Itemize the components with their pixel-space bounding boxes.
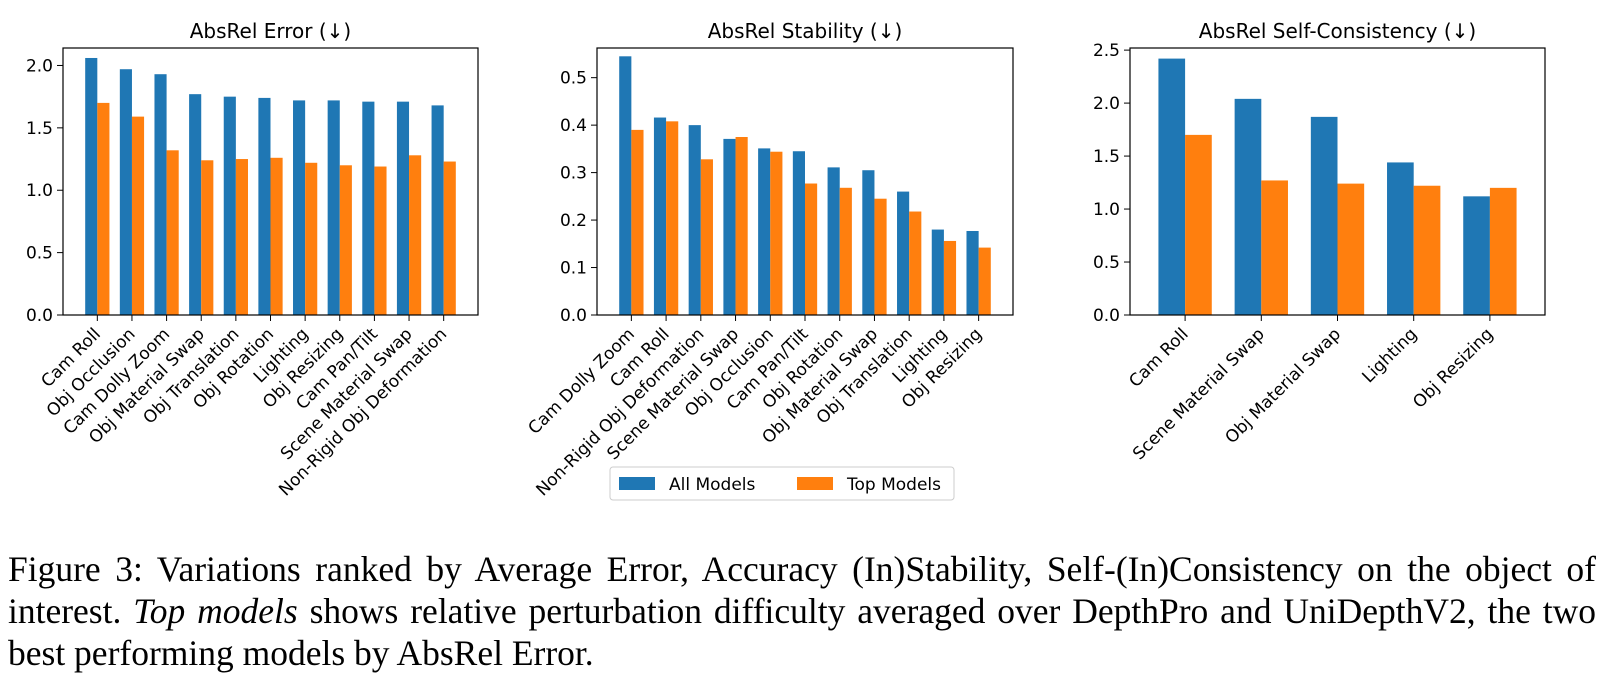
bar-all-models — [1158, 58, 1186, 315]
chart-title-2: AbsRel Stability (↓) — [708, 19, 903, 43]
x-tick-label: Obj Resizing — [1409, 324, 1497, 412]
legend-label-top: Top Models — [846, 475, 941, 495]
bar-all-models — [396, 101, 410, 315]
bar-all-models — [966, 230, 979, 315]
bar-all-models — [1310, 116, 1338, 315]
bar-all-models — [154, 74, 167, 316]
y-tick-label: 0.0 — [1093, 306, 1120, 326]
bar-all-models — [758, 148, 771, 315]
y-tick-label: 1.0 — [26, 181, 53, 201]
bar-all-models — [189, 94, 202, 316]
caption-emphasis: Top models — [133, 591, 298, 631]
legend-swatch-all — [619, 477, 655, 490]
bar-top-models — [943, 240, 957, 315]
bar-top-models — [131, 116, 145, 316]
y-tick-label: 2.0 — [26, 56, 53, 76]
bar-top-models — [1261, 180, 1288, 315]
y-tick-label: 1.5 — [1093, 147, 1120, 167]
bar-top-models — [409, 155, 422, 315]
legend-swatch-top — [797, 477, 833, 490]
bar-top-models — [235, 159, 248, 315]
bar-top-models — [735, 137, 748, 315]
bar-top-models — [874, 198, 887, 315]
bar-all-models — [1234, 98, 1262, 315]
bar-all-models — [1463, 196, 1490, 315]
y-tick-label: 2.0 — [1093, 94, 1120, 114]
bar-all-models — [362, 101, 375, 315]
chart-title-1: AbsRel Error (↓) — [190, 19, 351, 43]
plot-frame-2 — [596, 47, 1014, 316]
x-tick-label: Scene Material Swap — [1129, 324, 1269, 464]
y-tick-label: 0.0 — [560, 306, 587, 326]
y-tick-label: 0.4 — [560, 116, 587, 136]
bar-top-models — [339, 165, 352, 315]
bar-all-models — [619, 56, 632, 315]
bar-top-models — [443, 161, 456, 315]
bar-top-models — [909, 211, 922, 315]
bar-top-models — [374, 166, 387, 315]
bar-top-models — [201, 160, 214, 315]
y-tick-label: 2.5 — [1093, 41, 1120, 61]
y-tick-label: 0.1 — [560, 259, 587, 279]
y-tick-label: 0.0 — [26, 306, 53, 326]
bar-all-models — [688, 125, 701, 315]
bar-top-models — [1489, 187, 1517, 315]
chart-title-3: AbsRel Self-Consistency (↓) — [1199, 19, 1476, 43]
bar-all-models — [431, 105, 444, 316]
plot-frame-3 — [1129, 47, 1546, 316]
bar-top-models — [839, 187, 852, 315]
x-tick-label: Lighting — [1359, 324, 1422, 387]
bar-all-models — [862, 170, 875, 315]
bar-top-models — [270, 157, 283, 315]
legend-box — [609, 466, 955, 501]
bar-all-models — [723, 138, 736, 315]
bar-all-models — [223, 96, 236, 316]
bar-all-models — [1387, 162, 1414, 315]
y-tick-label: 0.2 — [560, 211, 587, 231]
bar-top-models — [97, 102, 110, 316]
y-tick-label: 0.5 — [26, 244, 53, 264]
bar-all-models — [653, 117, 667, 315]
caption-text-2: shows relative perturbation difficulty a… — [8, 591, 1596, 673]
bar-top-models — [700, 159, 713, 315]
bar-top-models — [770, 151, 783, 315]
bar-top-models — [631, 129, 644, 315]
bar-top-models — [166, 150, 179, 315]
bar-top-models — [1337, 183, 1365, 315]
bar-all-models — [792, 151, 805, 315]
figure-panels: AbsRel Error (↓) 0.0 0.5 1.0 1.5 2.0 Cam Roll O… — [26, 19, 1546, 501]
bar-all-models — [258, 97, 271, 315]
bar-top-models — [1413, 185, 1441, 315]
bar-all-models — [327, 100, 340, 315]
bar-all-models — [119, 69, 132, 315]
y-tick-label: 0.3 — [560, 164, 587, 184]
bar-all-models — [85, 57, 98, 315]
figure-caption: Figure 3: Variations ranked by Average E… — [8, 548, 1596, 674]
legend-label-all: All Models — [669, 475, 756, 495]
y-tick-label: 0.5 — [560, 69, 587, 89]
y-tick-label: 0.5 — [1093, 253, 1120, 273]
bar-top-models — [1185, 134, 1212, 315]
bar-all-models — [827, 167, 840, 315]
y-tick-label: 1.5 — [26, 119, 53, 139]
bar-top-models — [978, 247, 991, 315]
x-tick-label: Cam Roll — [1125, 324, 1192, 391]
bar-all-models — [897, 191, 910, 315]
bar-top-models — [666, 121, 679, 315]
bar-top-models — [805, 183, 818, 315]
plot-frame-1 — [62, 47, 479, 316]
bar-all-models — [931, 229, 944, 315]
caption-text-1: Figure 3: Variations ranked by Average E… — [8, 549, 1596, 631]
bar-all-models — [293, 100, 306, 315]
bar-top-models — [305, 162, 318, 315]
y-tick-label: 1.0 — [1093, 200, 1120, 220]
